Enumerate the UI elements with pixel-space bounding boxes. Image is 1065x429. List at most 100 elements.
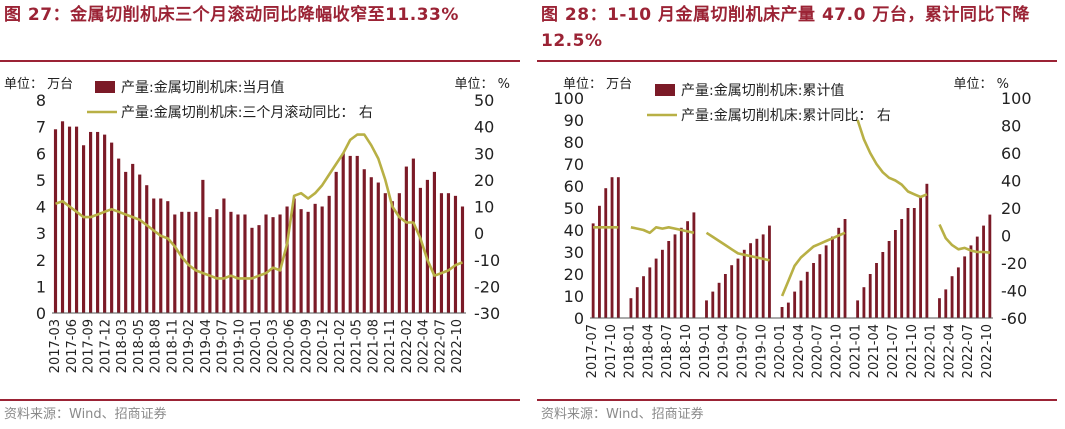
bar-mark [341,153,345,313]
source-note: 资料来源：Wind、招商证券 [541,407,704,422]
bar-mark [215,209,219,313]
bar-mark [856,300,860,318]
bar-mark [686,221,690,318]
bar-mark [919,197,923,318]
bar-mark [730,265,734,318]
bar-mark [692,212,696,318]
bar-mark [390,201,394,313]
bar-mark [925,183,929,318]
x-tick-label: 2020-07 [811,324,826,378]
x-tick-label: 2019-07 [216,319,231,373]
x-tick-label: 2022-04 [942,324,957,378]
left-unit-label: 单位： 万台 [563,77,632,92]
bar-mark [881,252,885,318]
bar-mark [761,234,765,318]
x-tick-label: 2017-09 [82,319,97,373]
x-tick-label: 2021-08 [366,319,381,373]
bar-mark [660,249,664,318]
y-right-tick-label: 60 [1001,144,1021,163]
bar-mark [355,155,359,313]
y-left-tick-label: 8 [36,91,46,110]
bar-mark [110,142,114,313]
bar-mark [117,158,121,313]
x-tick-label: 2019-10 [232,319,247,373]
bar-mark [264,214,268,313]
x-tick-label: 2018-05 [132,319,147,373]
bar-mark [313,203,317,313]
chart-panel-27: 图 27：金属切削机床三个月滚动同比降幅收窄至11.33% 单位： 万台 单位： … [0,0,520,429]
bar-mark [975,236,979,318]
bar-mark [717,282,721,318]
bar-mark [635,287,639,318]
line-series [55,133,463,280]
bar-mark [805,271,809,318]
bar-mark [418,187,422,313]
bar-mark [145,185,149,313]
x-tick-label: 2019-01 [698,324,713,378]
bar-mark [616,177,620,318]
chart-title: 图 27：金属切削机床三个月滚动同比降幅收窄至11.33% [4,5,459,25]
bar-mark [868,274,872,318]
x-tick-label: 2020-06 [283,319,298,373]
legend-line-label: 产量:金属切削机床:累计同比： 右 [681,108,891,124]
bar-mark [257,225,261,313]
bar-mark [824,245,828,318]
y-right-tick-label: 40 [474,118,494,137]
footer-divider [537,399,1057,401]
y-right-tick-label: 10 [474,198,494,217]
bar-mark [654,258,658,318]
x-tick-label: 2020-01 [249,319,264,373]
x-tick-label: 2019-10 [754,324,769,378]
y-right-tick-label: 100 [1001,89,1032,108]
bar-mark [648,267,652,318]
x-tick-label: 2018-01 [623,324,638,378]
bar-mark [236,214,240,313]
bar-mark [74,126,79,313]
y-left-tick-label: 2 [36,251,46,270]
bar-mark [376,182,380,313]
legend-line-label: 产量:金属切削机床:三个月滚动同比： 右 [121,104,373,121]
y-right-tick-label: -60 [1001,309,1027,328]
y-right-tick-label: 20 [1001,199,1021,218]
x-tick-label: 2019-07 [735,324,750,378]
x-tick-label: 2019-02 [182,319,197,373]
x-tick-label: 2021-10 [905,324,920,378]
bar-mark [159,198,163,313]
title-divider [537,60,1057,62]
bar-mark [711,291,715,318]
bar-mark [862,287,866,318]
x-tick-label: 2022-07 [433,319,448,373]
x-tick-label: 2022-10 [450,319,465,373]
bar-mark [982,225,985,318]
y-left-tick-label: 5 [36,171,46,190]
bar-mark [271,217,275,313]
bar-mark [166,201,170,313]
bar-mark [320,206,324,313]
bar-mark [598,205,601,318]
bar-mark [591,223,595,318]
bar-mark [604,188,608,318]
x-tick-label: 2021-02 [333,319,348,373]
bar-mark [446,193,451,313]
bar-mark [843,219,847,318]
y-right-tick-label: 80 [1001,117,1021,136]
y-left-tick-label: 70 [564,155,584,174]
bar-mark [53,129,58,313]
y-left-tick-label: 90 [564,111,584,130]
bar-mark [306,211,310,313]
y-right-tick-label: 40 [1001,172,1021,191]
y-right-tick-label: 30 [474,144,494,163]
bar-mark [673,234,677,318]
y-left-tick-label: 40 [564,221,584,240]
x-tick-label: 2019-04 [199,319,214,373]
bar-mark [96,131,100,313]
x-tick-label: 2020-01 [773,324,788,378]
bar-mark [837,227,841,318]
bar-mark [963,256,967,318]
bar-mark [383,193,387,313]
x-tick-label: 2021-11 [383,319,398,373]
bar-mark [887,241,891,318]
bar-mark [369,177,373,313]
x-tick-label: 2021-01 [848,324,863,378]
bar-mark [950,276,954,318]
